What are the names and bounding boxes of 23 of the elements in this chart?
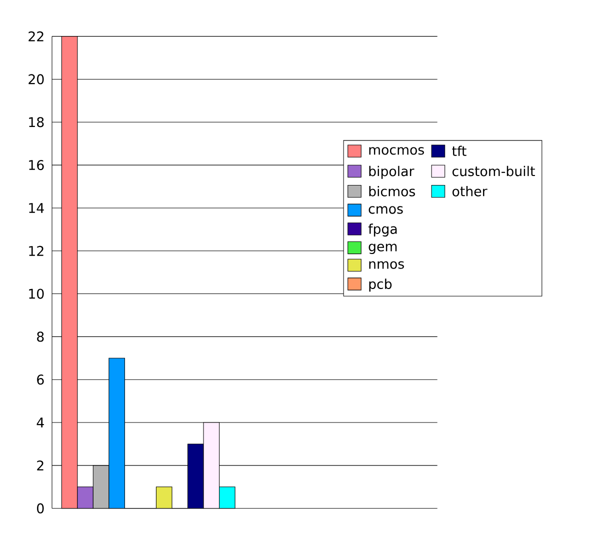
y-tick-label: 14 xyxy=(29,203,44,213)
legend-label: pcb xyxy=(369,278,392,292)
legend-label: other xyxy=(452,186,488,196)
y-tick-label: 4 xyxy=(36,418,44,428)
y-tick-label: 2 xyxy=(37,460,44,470)
y-tick-label: 0 xyxy=(37,503,44,514)
legend-label: bipolar xyxy=(369,166,414,179)
legend-label: mocmos xyxy=(369,147,424,155)
legend-label: custom-built xyxy=(452,166,535,176)
y-tick-label: 6 xyxy=(37,374,44,385)
legend-label: bicmos xyxy=(369,186,416,196)
y-tick-label: 22 xyxy=(28,31,44,42)
legend-label: fpga xyxy=(368,224,397,237)
y-tick-label: 10 xyxy=(29,288,44,299)
legend-label: gem xyxy=(368,244,397,254)
y-tick-label: 12 xyxy=(29,246,44,256)
y-tick-label: 8 xyxy=(37,332,44,342)
y-tick-label: 18 xyxy=(29,117,44,128)
legend-label: tft xyxy=(452,146,466,156)
y-tick-label: 20 xyxy=(28,74,44,84)
legend-label: nmos xyxy=(369,261,404,269)
y-tick-label: 16 xyxy=(29,160,44,170)
legend-label: cmos xyxy=(368,206,403,214)
